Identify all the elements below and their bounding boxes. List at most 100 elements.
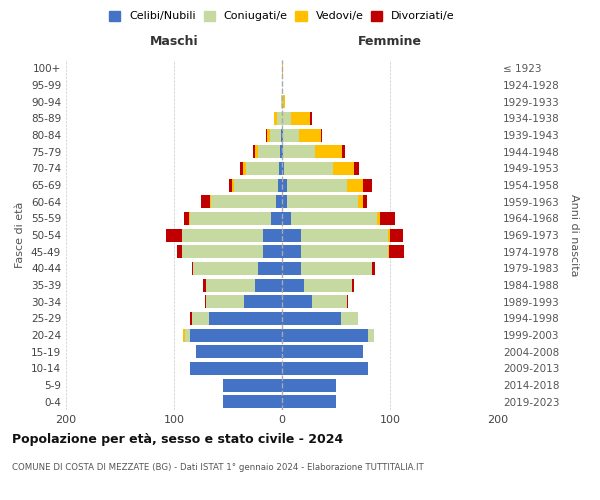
Bar — [355, 162, 359, 175]
Bar — [312, 295, 347, 308]
Bar — [184, 212, 189, 225]
Bar — [281, 128, 282, 141]
Bar — [283, 95, 285, 108]
Bar — [177, 245, 182, 258]
Bar — [343, 145, 344, 158]
Bar — [182, 328, 185, 342]
Bar — [301, 228, 388, 241]
Bar — [284, 162, 333, 175]
Bar — [282, 195, 287, 208]
Y-axis label: Fasce di età: Fasce di età — [16, 202, 25, 268]
Bar — [282, 362, 368, 375]
Bar — [368, 328, 374, 342]
Bar — [282, 278, 304, 291]
Bar — [321, 128, 322, 141]
Bar — [282, 378, 336, 392]
Bar — [182, 228, 263, 241]
Bar — [352, 278, 355, 291]
Bar — [282, 178, 287, 192]
Bar — [253, 145, 255, 158]
Bar — [341, 312, 358, 325]
Bar — [388, 245, 389, 258]
Bar — [388, 228, 390, 241]
Bar — [389, 245, 404, 258]
Bar — [275, 195, 282, 208]
Bar — [316, 145, 343, 158]
Bar — [287, 178, 347, 192]
Bar — [310, 112, 312, 125]
Bar — [211, 195, 275, 208]
Bar — [279, 162, 282, 175]
Bar — [347, 178, 363, 192]
Legend: Celibi/Nubili, Coniugati/e, Vedovi/e, Divorziati/e: Celibi/Nubili, Coniugati/e, Vedovi/e, Di… — [109, 10, 455, 22]
Bar — [282, 262, 301, 275]
Bar — [282, 295, 312, 308]
Bar — [205, 295, 206, 308]
Bar — [287, 195, 358, 208]
Bar — [301, 262, 371, 275]
Bar — [280, 145, 282, 158]
Bar — [255, 145, 258, 158]
Bar — [203, 278, 206, 291]
Bar — [201, 195, 209, 208]
Bar — [363, 195, 367, 208]
Bar — [166, 228, 182, 241]
Bar — [283, 128, 299, 141]
Bar — [282, 162, 284, 175]
Bar — [190, 328, 282, 342]
Bar — [363, 178, 371, 192]
Bar — [206, 278, 255, 291]
Bar — [282, 228, 301, 241]
Bar — [266, 128, 267, 141]
Bar — [235, 178, 278, 192]
Bar — [244, 295, 282, 308]
Bar — [283, 145, 316, 158]
Bar — [282, 145, 283, 158]
Text: Popolazione per età, sesso e stato civile - 2024: Popolazione per età, sesso e stato civil… — [12, 432, 343, 446]
Text: Femmine: Femmine — [358, 36, 422, 49]
Bar — [240, 162, 243, 175]
Bar — [193, 312, 209, 325]
Bar — [290, 112, 310, 125]
Bar — [290, 212, 377, 225]
Bar — [271, 212, 282, 225]
Bar — [190, 362, 282, 375]
Bar — [282, 245, 301, 258]
Text: COMUNE DI COSTA DI MEZZATE (BG) - Dati ISTAT 1° gennaio 2024 - Elaborazione TUTT: COMUNE DI COSTA DI MEZZATE (BG) - Dati I… — [12, 462, 424, 471]
Bar — [377, 212, 380, 225]
Bar — [267, 128, 270, 141]
Text: Maschi: Maschi — [149, 36, 199, 49]
Bar — [358, 195, 363, 208]
Bar — [281, 95, 282, 108]
Bar — [371, 262, 375, 275]
Bar — [223, 395, 282, 408]
Bar — [185, 328, 190, 342]
Bar — [390, 228, 403, 241]
Bar — [299, 128, 321, 141]
Bar — [196, 345, 282, 358]
Y-axis label: Anni di nascita: Anni di nascita — [569, 194, 579, 276]
Bar — [347, 295, 348, 308]
Bar — [263, 228, 282, 241]
Bar — [304, 278, 352, 291]
Bar — [333, 162, 355, 175]
Bar — [229, 178, 232, 192]
Bar — [282, 328, 368, 342]
Bar — [182, 245, 263, 258]
Bar — [282, 395, 336, 408]
Bar — [258, 145, 280, 158]
Bar — [258, 262, 282, 275]
Bar — [206, 295, 244, 308]
Bar — [274, 112, 277, 125]
Bar — [232, 178, 235, 192]
Bar — [223, 378, 282, 392]
Bar — [190, 312, 193, 325]
Bar — [380, 212, 395, 225]
Bar — [193, 262, 258, 275]
Bar — [282, 345, 363, 358]
Bar — [282, 312, 341, 325]
Bar — [247, 162, 279, 175]
Bar — [282, 128, 283, 141]
Bar — [270, 128, 281, 141]
Bar — [301, 245, 388, 258]
